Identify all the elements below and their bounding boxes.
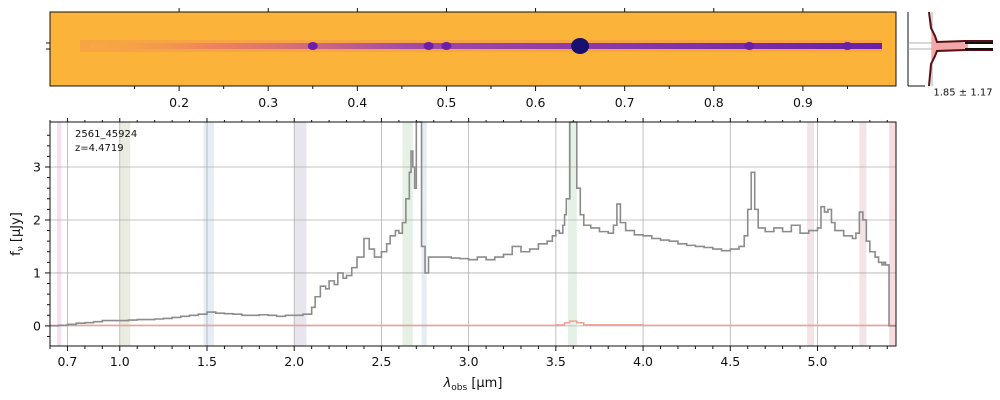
y-axis-label: fν [μJy]	[9, 212, 26, 256]
flux-series	[50, 121, 896, 327]
plot-frame	[49, 121, 897, 347]
spectrum-2d-feature	[423, 42, 434, 50]
spectrum-2d-feature	[307, 42, 318, 50]
error-series	[50, 320, 896, 327]
y-tick-label: 3	[33, 160, 41, 175]
profile-panel: 1.85 ± 1.17	[907, 11, 993, 98]
x-tick-label: 5.0	[808, 354, 828, 369]
line-band	[889, 122, 896, 346]
x-tick-label: 4.0	[633, 354, 653, 369]
line-bands	[56, 122, 896, 346]
y-tick-label: 1	[33, 265, 41, 280]
profile-label: 1.85 ± 1.17	[933, 87, 992, 98]
spectrum-2d-feature	[744, 42, 755, 50]
top-tick-label: 0.8	[704, 95, 724, 110]
top-tick-label: 0.2	[169, 95, 189, 110]
x-tick-label: 0.7	[57, 354, 77, 369]
spectrum-2d-feature	[441, 42, 452, 50]
line-band	[56, 122, 62, 346]
spectrum-2d-top-axis: 0.2 0.3 0.4 0.5 0.6 0.7 0.8 0.9	[134, 8, 848, 110]
line-band	[568, 122, 577, 346]
line-band	[859, 122, 867, 346]
top-tick-label: 0.9	[793, 95, 813, 110]
redshift-label: z=4.4719	[75, 143, 124, 154]
top-tick-label: 0.7	[615, 95, 635, 110]
x-axis: 0.7 1.0 1.5 2.0 2.5 3.0 3.5 4.0 4.5 5.0	[49, 118, 888, 369]
top-tick-label: 0.4	[347, 95, 367, 110]
profile-fill	[932, 12, 968, 86]
spectrum-2d-feature	[571, 38, 590, 54]
line-band	[294, 122, 307, 346]
spectrum-2d-feature	[842, 42, 853, 50]
x-tick-label: 4.5	[720, 354, 740, 369]
line-band	[421, 122, 427, 346]
line-band	[402, 122, 413, 346]
plot-area	[50, 122, 896, 346]
spectrum-2d-panel: 0.2 0.3 0.4 0.5 0.6 0.7 0.8 0.9	[46, 8, 897, 110]
line-band	[203, 122, 214, 346]
top-tick-label: 0.3	[258, 95, 278, 110]
x-axis-label: λobs [μm]	[443, 376, 503, 393]
x-tick-label: 1.0	[110, 354, 130, 369]
spectrum-2d-trace	[90, 43, 882, 49]
x-tick-label: 1.5	[197, 354, 217, 369]
x-tick-label: 3.5	[546, 354, 566, 369]
y-axis: 0 1 2 3	[33, 134, 50, 337]
spectrum-1d-panel: 0.7 1.0 1.5 2.0 2.5 3.0 3.5 4.0 4.5 5.0 0 1 2 3 2561…	[9, 118, 897, 393]
top-tick-label: 0.5	[436, 95, 456, 110]
top-tick-label: 0.6	[526, 95, 546, 110]
x-tick-label: 2.0	[284, 354, 304, 369]
line-band	[119, 122, 131, 346]
x-tick-label: 2.5	[371, 354, 391, 369]
object-id-label: 2561_45924	[75, 129, 137, 140]
y-tick-label: 2	[33, 212, 41, 227]
y-tick-label: 0	[33, 318, 41, 333]
line-band	[807, 122, 815, 346]
spectrum-2d-features	[307, 38, 853, 54]
x-tick-label: 3.0	[459, 354, 479, 369]
